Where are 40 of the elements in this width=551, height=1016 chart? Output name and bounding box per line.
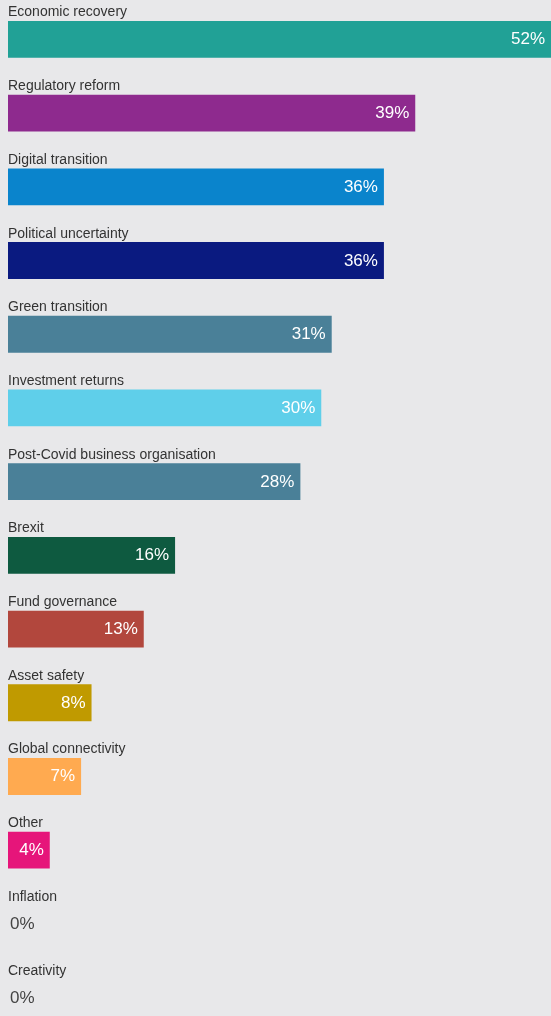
y-tick-label: Regulatory reform [8, 77, 121, 94]
data-label: 13% [103, 619, 138, 639]
bar [8, 21, 551, 58]
y-tick-label: Global connectivity [8, 740, 126, 757]
data-label: 28% [260, 471, 295, 491]
data-label: 36% [343, 176, 378, 196]
data-label: 36% [343, 250, 378, 270]
y-tick-label: Post-Covid business organisation [8, 445, 216, 462]
bar [8, 94, 416, 132]
y-tick-label: Investment returns [8, 371, 124, 388]
bar [8, 315, 332, 353]
data-label: 7% [50, 766, 76, 786]
data-label: 0% [10, 987, 35, 1007]
y-tick-label: Inflation [8, 887, 58, 904]
data-label: 39% [375, 103, 410, 123]
data-label: 16% [135, 545, 170, 565]
data-label: 4% [19, 840, 44, 860]
y-tick-label: Economic recovery [8, 3, 128, 20]
y-tick-label: Other [8, 814, 44, 831]
y-tick-label: Green transition [8, 298, 108, 315]
bar [8, 684, 92, 722]
y-tick-label: Asset safety [8, 666, 85, 683]
bar [8, 389, 322, 427]
y-tick-label: Fund governance [8, 593, 118, 610]
data-label: 8% [60, 692, 86, 712]
data-label: 0% [10, 913, 35, 933]
bar [8, 463, 301, 501]
bar [8, 758, 82, 795]
data-label: 52% [510, 29, 545, 49]
y-tick-label: Digital transition [8, 150, 108, 167]
y-tick-label: Creativity [8, 961, 67, 978]
bar [8, 242, 384, 279]
bar [8, 168, 384, 206]
bar [8, 610, 144, 648]
data-label: 30% [281, 397, 316, 417]
bar [8, 536, 176, 574]
y-tick-label: Brexit [8, 519, 44, 536]
y-tick-label: Political uncertainty [8, 224, 129, 241]
data-label: 31% [291, 324, 326, 344]
bar [8, 831, 50, 869]
